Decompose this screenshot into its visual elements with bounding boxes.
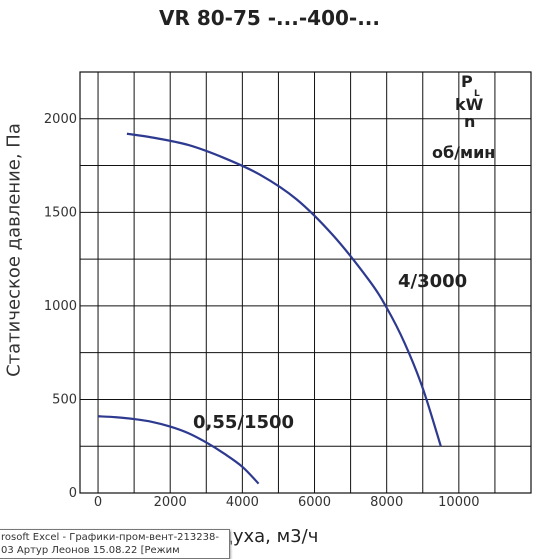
tooltip-line-1: rosoft Excel - Графики-пром-вент-213238- bbox=[1, 532, 219, 543]
chart-title: VR 80-75 -...-400-... bbox=[158, 6, 380, 30]
x-tick-label: 6000 bbox=[298, 495, 331, 510]
series-label-1: 4/3000 bbox=[398, 271, 467, 292]
series-labels: 4/3000 0,55/1500 bbox=[193, 271, 467, 433]
x-tick-label: 10000 bbox=[438, 495, 479, 510]
y-tick-label: 1500 bbox=[44, 205, 77, 220]
y-tick-label: 500 bbox=[52, 392, 77, 407]
legend-kw: kW bbox=[455, 95, 484, 114]
y-axis-label: Статическое давление, Па bbox=[3, 123, 25, 377]
plot-frame bbox=[79, 71, 532, 494]
x-tick-label: 0 bbox=[94, 495, 102, 510]
y-tick-label: 1000 bbox=[44, 299, 77, 314]
legend-rpm: об/мин bbox=[432, 143, 495, 162]
grid-lines bbox=[79, 71, 532, 494]
x-tick-label: 4000 bbox=[226, 495, 259, 510]
series-line-1 bbox=[126, 132, 442, 447]
excel-taskbar-tooltip: rosoft Excel - Графики-пром-вент-213238-… bbox=[0, 529, 230, 559]
legend-n: n bbox=[464, 112, 475, 131]
x-tick-label: 8000 bbox=[370, 495, 403, 510]
y-tick-label: 2000 bbox=[44, 112, 77, 127]
y-tick-labels: 0 500 1000 1500 2000 bbox=[44, 112, 77, 501]
x-tick-labels: 0 2000 4000 6000 8000 10000 bbox=[94, 495, 480, 510]
series-line-2 bbox=[97, 415, 260, 485]
series-lines bbox=[97, 132, 442, 485]
y-tick-label: 0 bbox=[69, 486, 77, 501]
series-label-2: 0,55/1500 bbox=[193, 412, 294, 433]
x-tick-label: 2000 bbox=[154, 495, 187, 510]
legend-p: P bbox=[461, 72, 473, 91]
legend-l-subscript: L bbox=[474, 89, 480, 99]
tooltip-line-2: 03 Артур Леонов 15.08.22 [Режим bbox=[1, 545, 180, 556]
